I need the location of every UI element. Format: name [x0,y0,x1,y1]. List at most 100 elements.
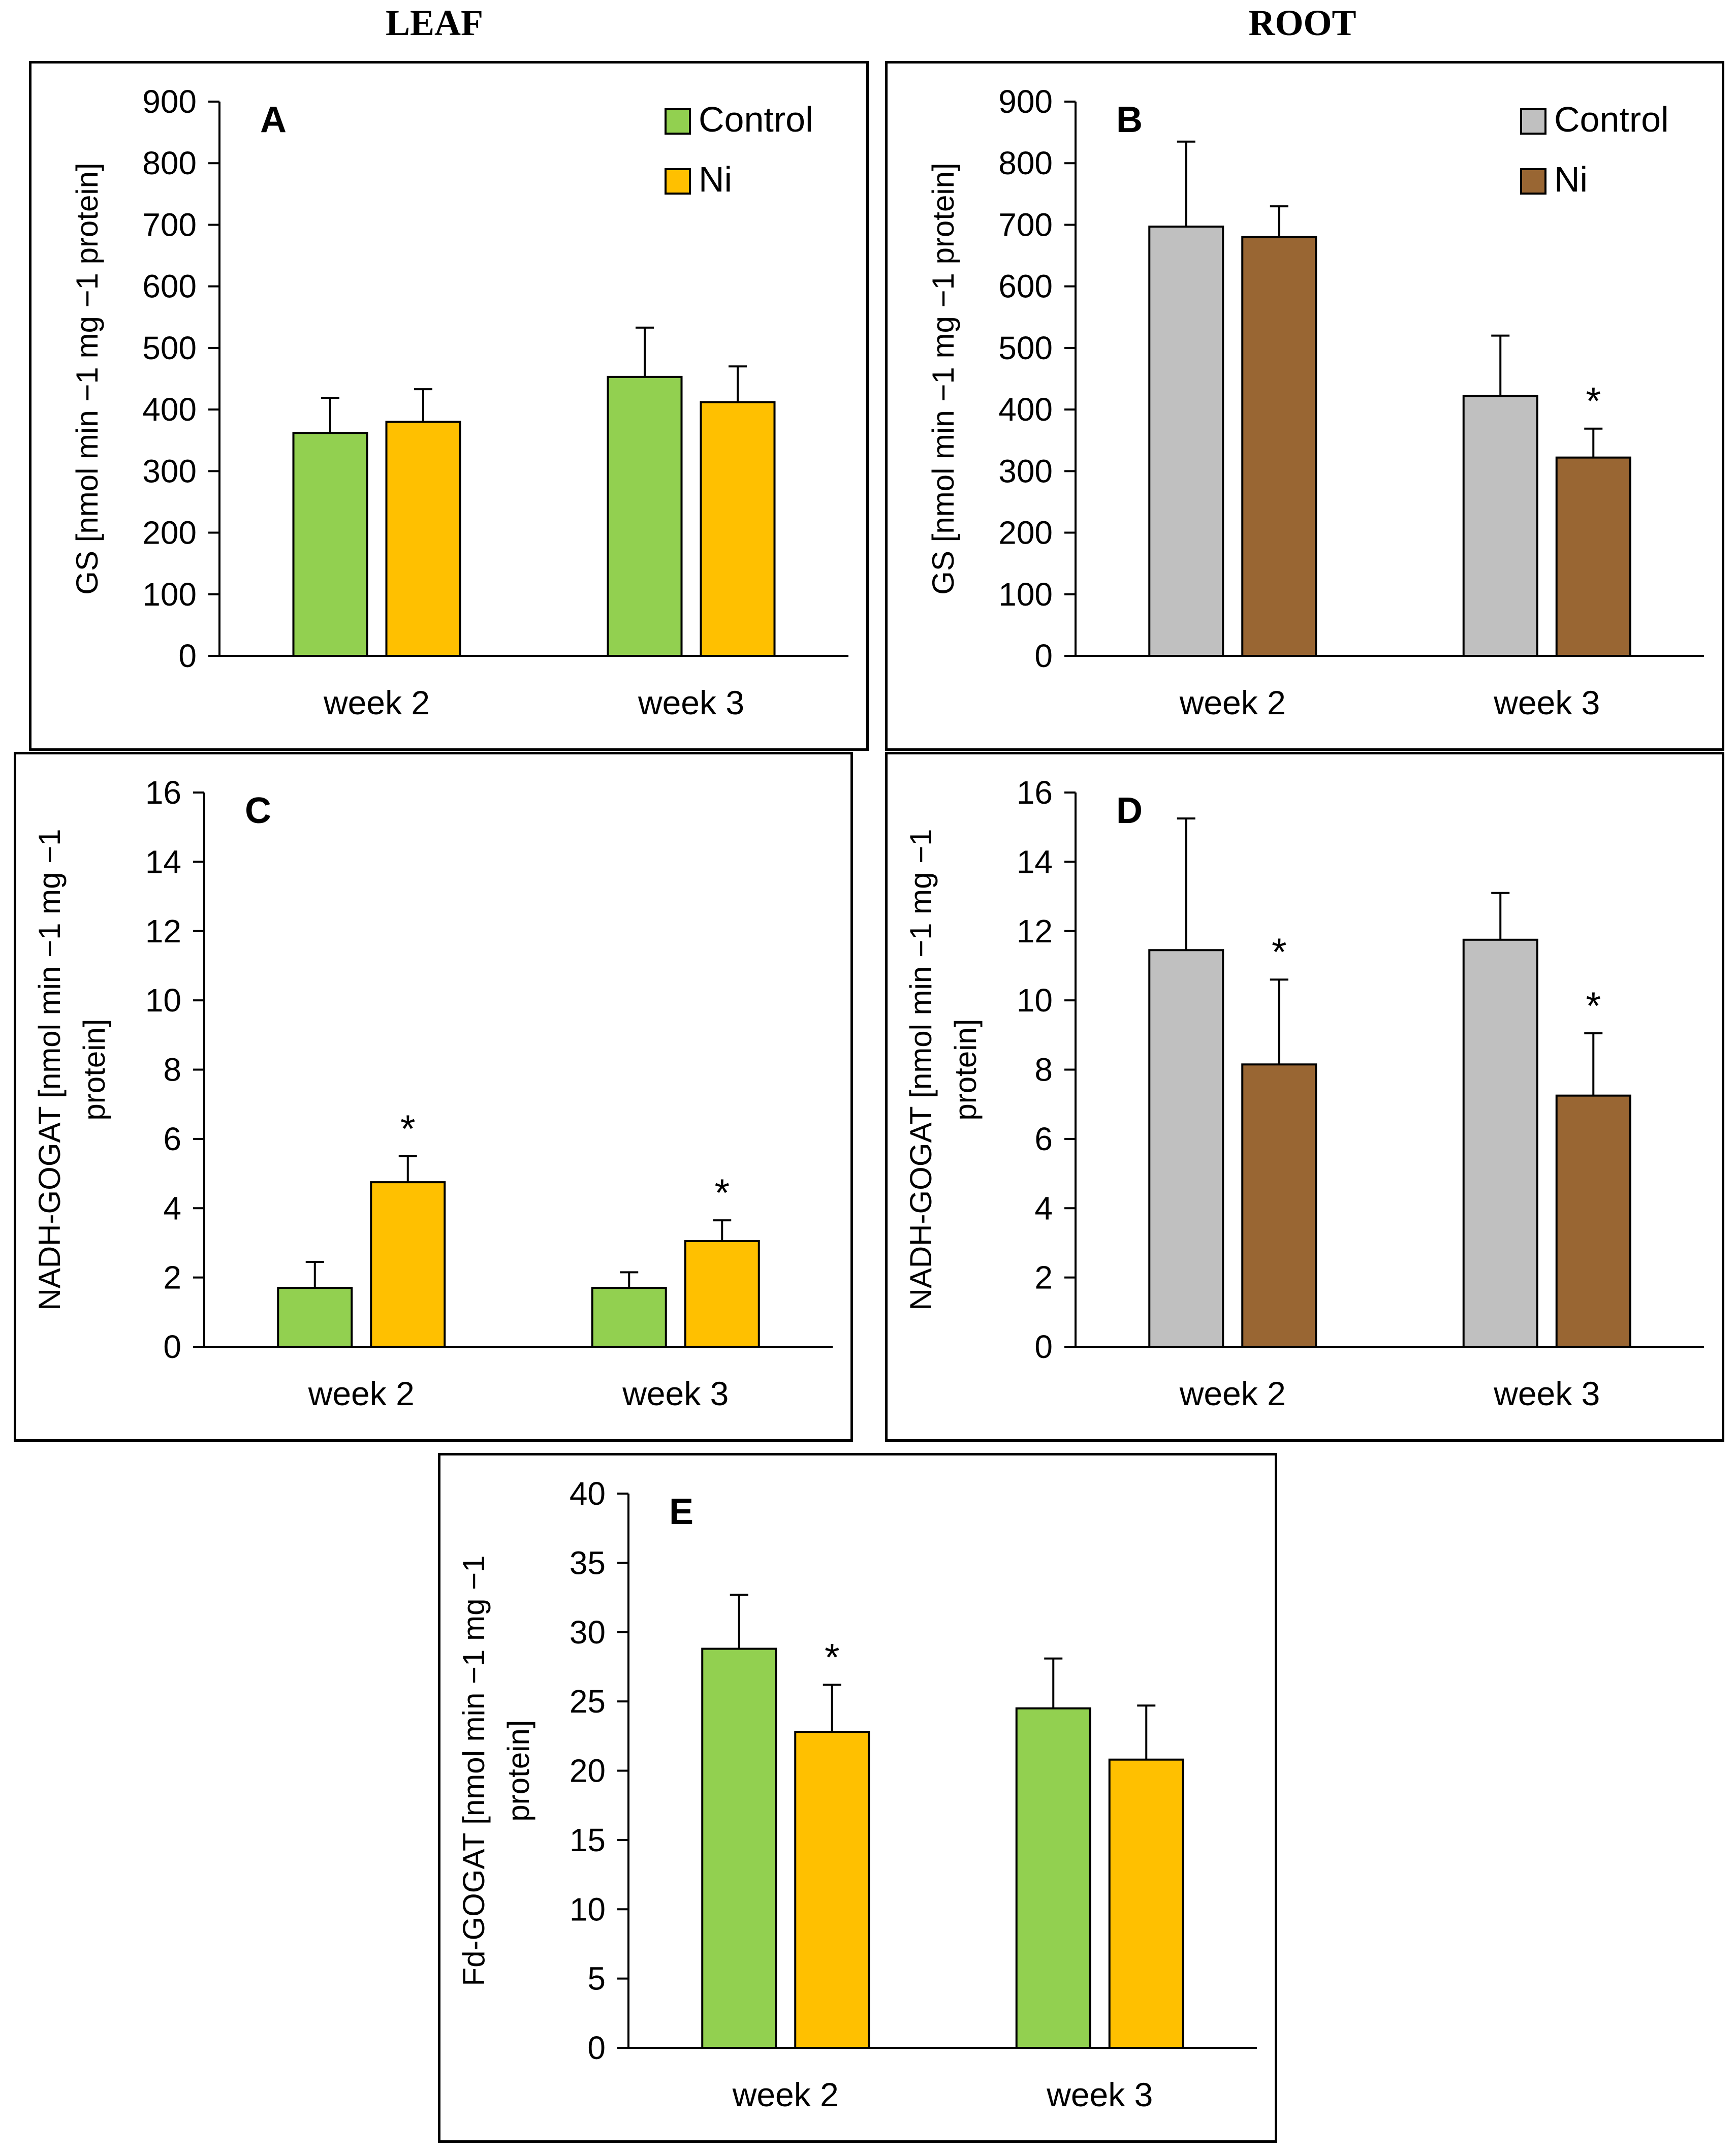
y-tick-label: 700 [998,206,1053,243]
significance-asterisk: * [1586,380,1601,423]
chart-svg: 0 100 200 300 400 500 600 700 800 900 GS [nmol min… [70,83,848,721]
y-tick-label: 30 [570,1614,606,1651]
bar-control [591,1287,667,1348]
panel-a-gs-leaf: 0 100 200 300 400 500 600 700 800 900 GS [nmol min… [29,61,869,751]
y-tick-label: 2 [163,1259,181,1296]
y-tick-label: 15 [570,1822,606,1858]
y-tick-label: 600 [142,268,197,305]
y-tick-label: 800 [998,145,1053,181]
panel-c-nadh-gogat-leaf: 0 2 4 6 8 10 12 14 16 NADH-GOGAT [nmol min −1 mg … [14,752,853,1442]
x-tick-label: week 2 [308,1375,415,1412]
bar-ni [1241,236,1317,657]
y-tick-label: 0 [163,1328,181,1365]
y-tick-label: 400 [142,391,197,428]
root-column-title: ROOT [1248,3,1356,43]
y-tick-label: 12 [1017,913,1053,949]
bar-ni [700,401,776,657]
y-tick-label: 200 [142,515,197,551]
x-tick-label: week 2 [1179,684,1286,721]
y-tick-label: 300 [142,453,197,489]
y-axis-label: Fd-GOGAT [nmol min −1 mg −1 [457,1555,491,1986]
bar-ni [1555,456,1631,657]
y-tick-label: 10 [570,1891,606,1927]
y-tick-label: 8 [163,1052,181,1088]
y-axis-label: protein] [77,1019,111,1120]
legend-label-ni: Ni [699,160,732,199]
bar-control [277,1287,353,1348]
y-tick-label: 14 [1017,843,1053,880]
y-tick-label: 25 [570,1683,606,1720]
significance-asterisk: * [714,1172,730,1215]
y-tick-label: 900 [142,83,197,120]
bar-control [1015,1707,1091,2049]
y-tick-label: 200 [998,515,1053,551]
x-tick-label: week 2 [323,684,430,721]
y-axis-label: protein] [949,1019,983,1120]
legend-swatch-ni [665,168,691,195]
panel-letter: A [260,100,287,140]
x-tick-label: week 2 [1179,1375,1286,1412]
legend-label-control: Control [1554,100,1669,139]
y-tick-label: 0 [178,638,197,674]
y-axis-label: NADH-GOGAT [nmol min −1 mg −1 [33,829,67,1310]
y-tick-label: 12 [145,913,181,949]
y-tick-label: 40 [570,1475,606,1512]
y-axis-label: GS [nmol min −1 mg −1 protein] [926,163,960,594]
panel-d-nadh-gogat-root: 0 2 4 6 8 10 12 14 16 NADH-GOGAT [nmol min −1 mg … [885,752,1724,1442]
panel-letter: B [1116,100,1143,140]
panel-letter: C [245,790,271,831]
y-tick-label: 35 [570,1544,606,1581]
y-tick-label: 600 [998,268,1053,305]
bar-ni [1555,1094,1631,1348]
chart-svg: 0 5 10 15 20 25 30 35 40 Fd-GOGAT [nmol min −1 mg… [457,1475,1257,2113]
bar-control [1462,938,1538,1348]
y-tick-label: 20 [570,1753,606,1789]
y-tick-label: 0 [587,2030,606,2066]
bar-ni [794,1731,870,2049]
chart-svg: 0 100 200 300 400 500 600 700 800 900 GS [nmol min… [926,83,1704,721]
y-tick-label: 700 [142,206,197,243]
y-tick-label: 100 [998,576,1053,613]
significance-asterisk: * [825,1636,840,1679]
y-tick-label: 900 [998,83,1053,120]
bar-control [1462,395,1538,657]
bar-ni [684,1240,760,1348]
legend-label-ni: Ni [1554,160,1588,199]
y-axis-label: GS [nmol min −1 mg −1 protein] [70,163,104,594]
significance-asterisk: * [1272,931,1287,974]
x-tick-label: week 3 [1046,2076,1153,2113]
legend-swatch-control [665,108,691,135]
y-tick-label: 500 [142,330,197,366]
x-tick-label: week 3 [622,1375,729,1412]
y-tick-label: 14 [145,843,181,880]
bar-ni [385,421,461,657]
y-tick-label: 100 [142,576,197,613]
panel-letter: D [1116,790,1143,831]
y-tick-label: 4 [1034,1190,1053,1226]
y-tick-label: 5 [587,1960,606,1997]
bar-ni [1108,1758,1184,2049]
chart-svg: 0 2 4 6 8 10 12 14 16 NADH-GOGAT [nmol min −1 mg … [33,774,833,1412]
y-tick-label: 300 [998,453,1053,489]
y-tick-label: 500 [998,330,1053,366]
x-tick-label: week 3 [1493,1375,1600,1412]
legend-label-control: Control [699,100,813,139]
y-tick-label: 8 [1034,1052,1053,1088]
leaf-column-title: LEAF [385,3,484,43]
legend-swatch-control [1520,108,1546,135]
x-tick-label: week 2 [732,2076,839,2113]
y-tick-label: 6 [1034,1121,1053,1157]
y-tick-label: 0 [1034,1328,1053,1365]
y-tick-label: 10 [1017,982,1053,1019]
y-tick-label: 16 [1017,774,1053,811]
y-tick-label: 10 [145,982,181,1019]
bar-control [607,375,683,657]
x-tick-label: week 3 [638,684,744,721]
y-tick-label: 800 [142,145,197,181]
bar-control [1148,226,1224,657]
bar-control [701,1648,777,2049]
y-axis-label: protein] [501,1720,535,1821]
x-tick-label: week 3 [1493,684,1600,721]
legend-swatch-ni [1520,168,1546,195]
bar-ni [370,1181,446,1348]
